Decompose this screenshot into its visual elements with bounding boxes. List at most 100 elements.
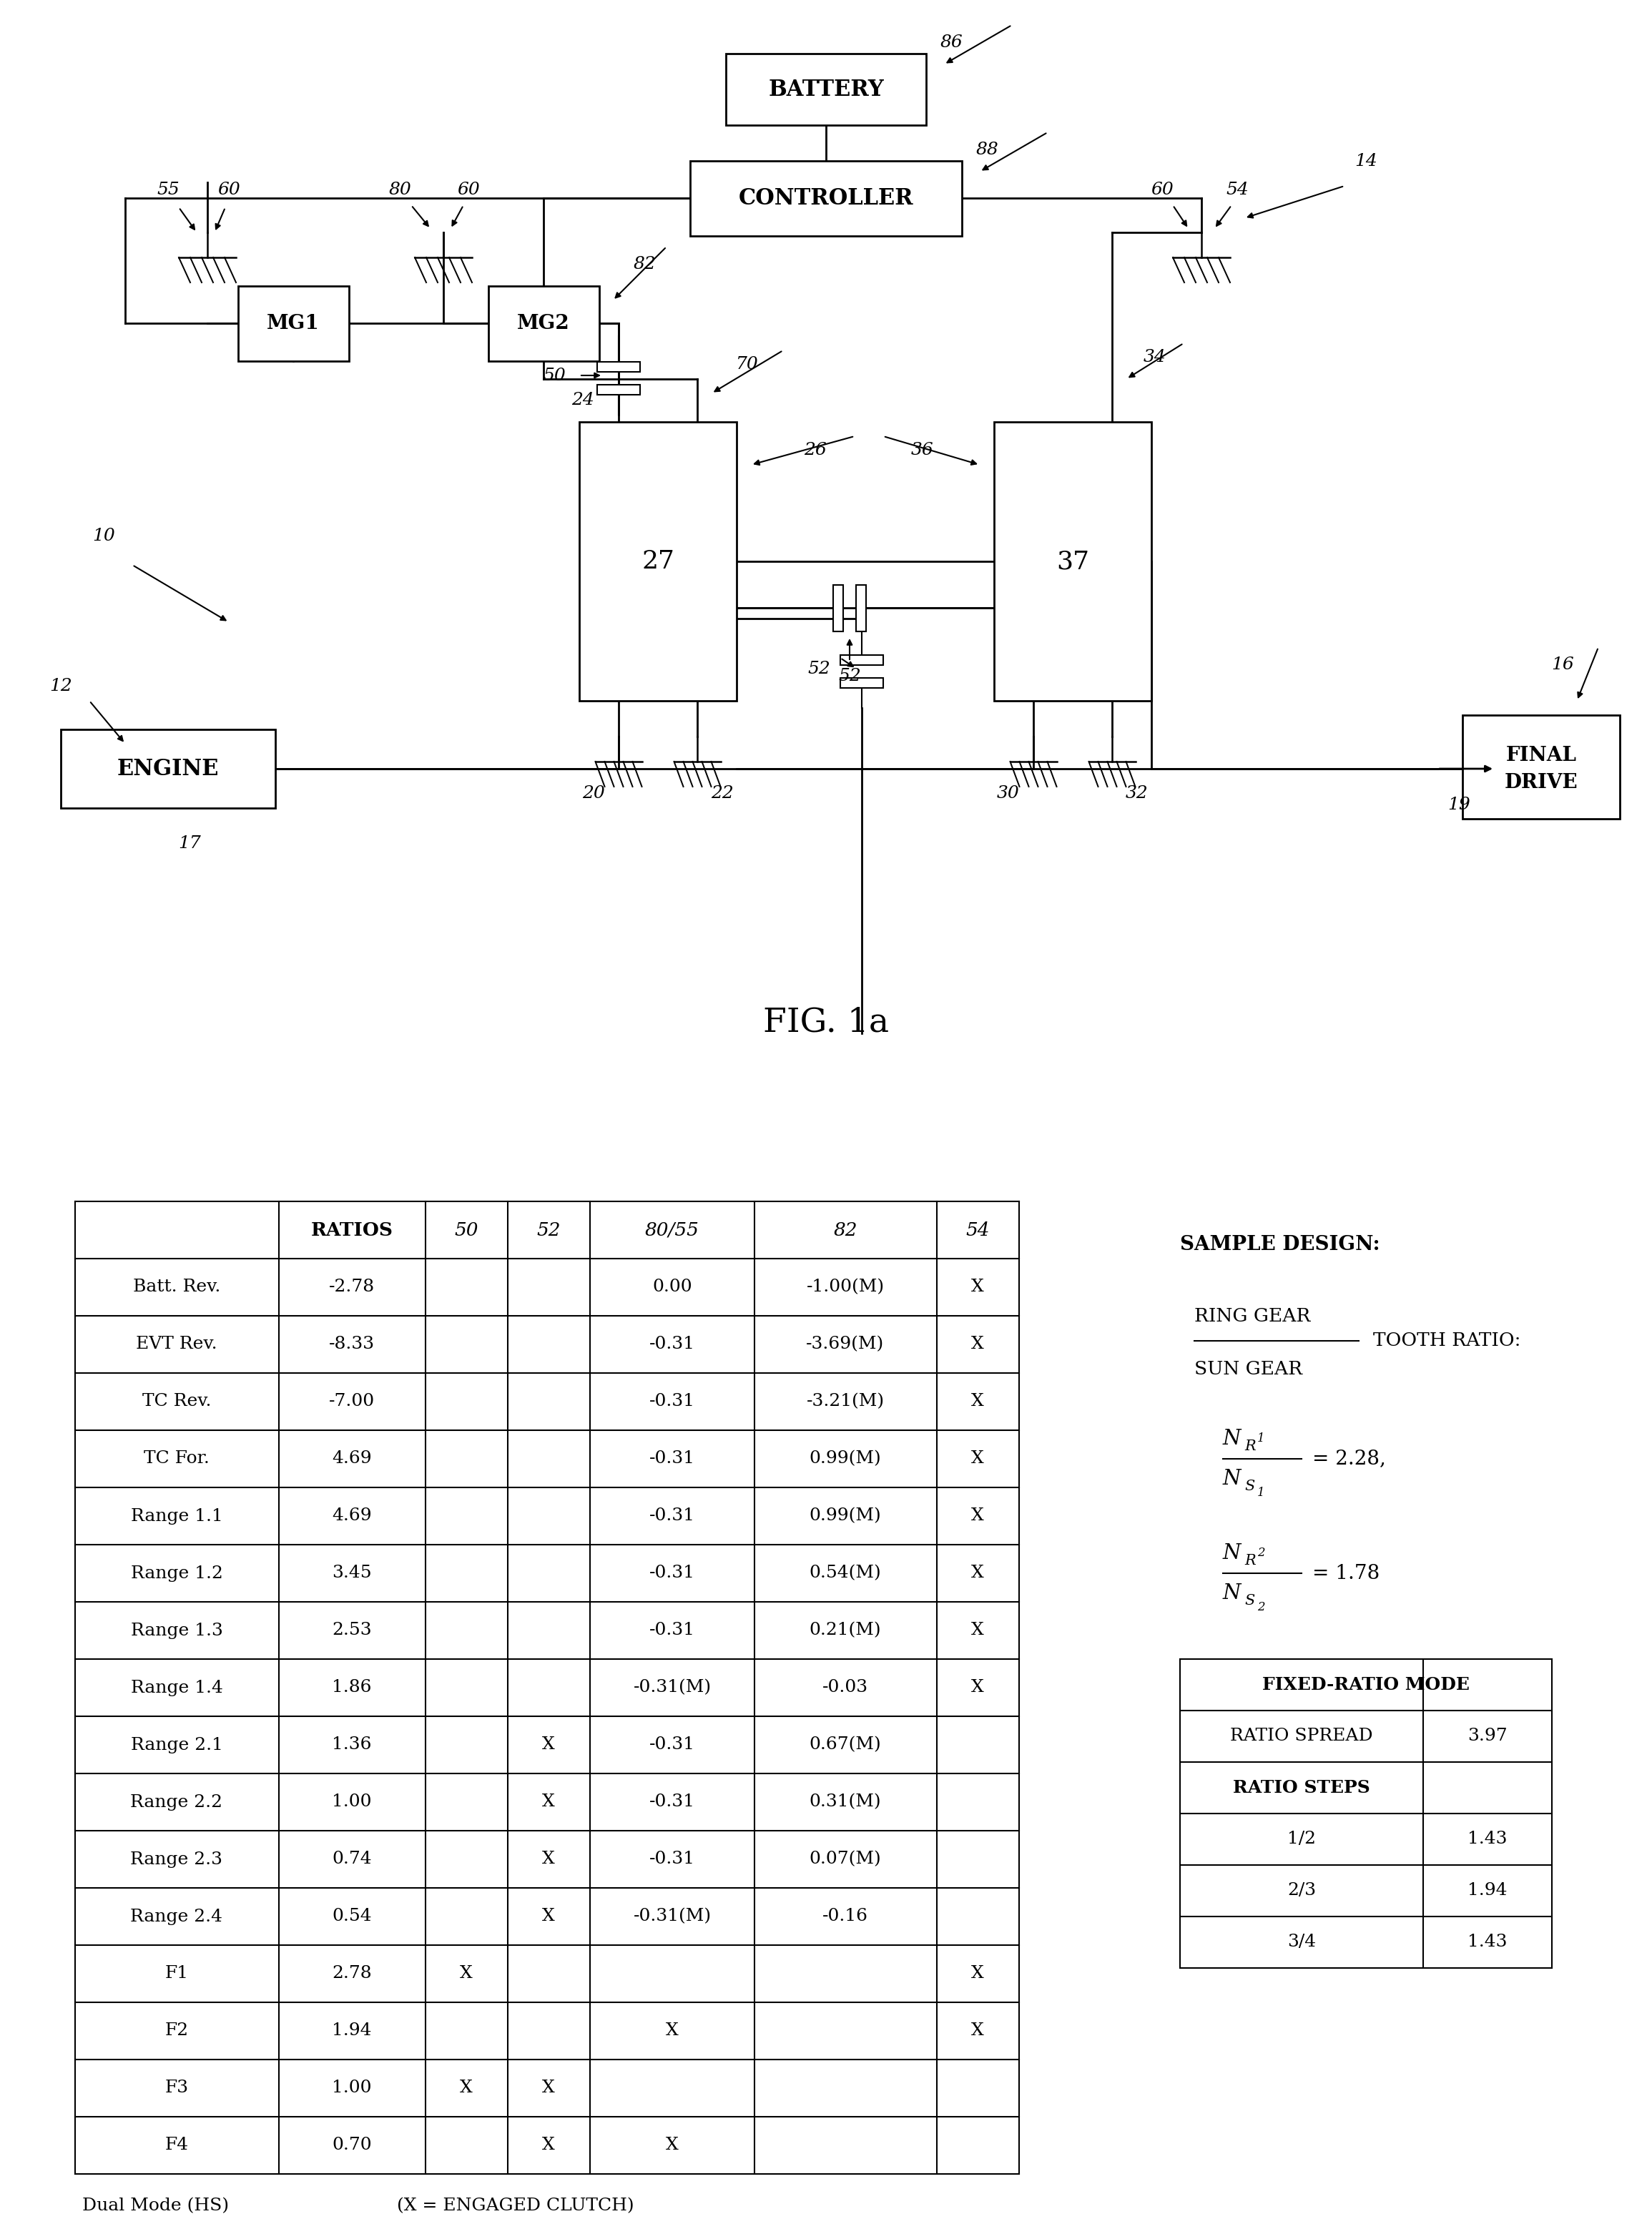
Text: RATIO STEPS: RATIO STEPS bbox=[1232, 1779, 1370, 1797]
Text: N: N bbox=[1222, 1428, 1241, 1448]
Text: TC For.: TC For. bbox=[144, 1450, 210, 1468]
Text: X: X bbox=[459, 1966, 472, 1982]
Text: 0.31(M): 0.31(M) bbox=[809, 1795, 881, 1810]
Text: 1.00: 1.00 bbox=[332, 1795, 372, 1810]
Text: -2.78: -2.78 bbox=[329, 1279, 375, 1294]
Text: X: X bbox=[971, 1679, 985, 1697]
Text: N: N bbox=[1222, 1583, 1241, 1604]
Text: X: X bbox=[971, 1566, 985, 1581]
Text: 36: 36 bbox=[912, 443, 933, 458]
Text: -1.00(M): -1.00(M) bbox=[806, 1279, 884, 1294]
Text: RING GEAR: RING GEAR bbox=[1194, 1308, 1310, 1326]
Text: F4: F4 bbox=[165, 2137, 188, 2153]
Text: = 1.78: = 1.78 bbox=[1312, 1563, 1379, 1583]
Text: F3: F3 bbox=[165, 2079, 188, 2097]
Text: -7.00: -7.00 bbox=[329, 1394, 375, 1410]
Text: X: X bbox=[666, 2137, 679, 2153]
Text: = 2.28,: = 2.28, bbox=[1312, 1450, 1386, 1468]
Text: -0.31: -0.31 bbox=[649, 1795, 695, 1810]
Text: R: R bbox=[1244, 1439, 1256, 1452]
Text: MG1: MG1 bbox=[268, 314, 319, 334]
Text: X: X bbox=[971, 1621, 985, 1639]
Bar bbox=[596, 363, 639, 371]
Text: 2: 2 bbox=[1257, 1548, 1265, 1559]
Text: 52: 52 bbox=[838, 667, 861, 685]
Text: TC Rev.: TC Rev. bbox=[142, 1394, 211, 1410]
Text: 2.53: 2.53 bbox=[332, 1621, 372, 1639]
Text: TOOTH RATIO:: TOOTH RATIO: bbox=[1373, 1332, 1521, 1350]
Text: 14: 14 bbox=[1355, 153, 1378, 169]
Text: 3.45: 3.45 bbox=[332, 1566, 372, 1581]
Text: 1: 1 bbox=[1257, 1488, 1265, 1499]
Text: X: X bbox=[542, 1795, 555, 1810]
Text: Range 2.1: Range 2.1 bbox=[131, 1737, 223, 1753]
Text: 2/3: 2/3 bbox=[1287, 1882, 1317, 1899]
Text: X: X bbox=[971, 1450, 985, 1468]
Text: 27: 27 bbox=[641, 549, 674, 574]
Text: FINAL: FINAL bbox=[1505, 747, 1576, 765]
Bar bbox=[841, 656, 884, 665]
Text: X: X bbox=[971, 1508, 985, 1523]
Text: (X = ENGAGED CLUTCH): (X = ENGAGED CLUTCH) bbox=[396, 2197, 634, 2215]
Text: 1.86: 1.86 bbox=[332, 1679, 372, 1697]
Text: -0.31: -0.31 bbox=[649, 1850, 695, 1868]
Text: N: N bbox=[1222, 1543, 1241, 1563]
Text: Range 1.3: Range 1.3 bbox=[131, 1621, 223, 1639]
Text: -0.31: -0.31 bbox=[649, 1508, 695, 1523]
Text: N: N bbox=[1222, 1468, 1241, 1488]
Text: 82: 82 bbox=[833, 1221, 857, 1239]
Text: Range 2.3: Range 2.3 bbox=[131, 1850, 223, 1868]
Text: 22: 22 bbox=[710, 785, 733, 803]
Text: 19: 19 bbox=[1447, 796, 1470, 812]
Bar bbox=[725, 53, 927, 125]
Text: DRIVE: DRIVE bbox=[1505, 772, 1578, 792]
Text: FIG. 1a: FIG. 1a bbox=[763, 1007, 889, 1039]
Text: RATIOS: RATIOS bbox=[311, 1221, 393, 1239]
Text: X: X bbox=[542, 1908, 555, 1924]
Text: 0.74: 0.74 bbox=[332, 1850, 372, 1868]
Text: 1/2: 1/2 bbox=[1287, 1830, 1317, 1848]
Text: X: X bbox=[459, 2079, 472, 2097]
Text: -0.31(M): -0.31(M) bbox=[633, 1679, 712, 1697]
Text: 86: 86 bbox=[940, 36, 963, 51]
Text: FIXED-RATIO MODE: FIXED-RATIO MODE bbox=[1262, 1677, 1470, 1692]
Text: 50: 50 bbox=[544, 367, 565, 385]
Text: X: X bbox=[542, 2137, 555, 2153]
Text: -0.31: -0.31 bbox=[649, 1394, 695, 1410]
Text: CONTROLLER: CONTROLLER bbox=[738, 187, 914, 209]
Text: 60: 60 bbox=[218, 182, 240, 198]
Text: 88: 88 bbox=[976, 142, 999, 158]
Bar bbox=[691, 160, 961, 236]
Text: 80/55: 80/55 bbox=[646, 1221, 699, 1239]
Text: X: X bbox=[971, 1966, 985, 1982]
Text: 1.36: 1.36 bbox=[332, 1737, 372, 1753]
Text: 2.78: 2.78 bbox=[332, 1966, 372, 1982]
Text: 60: 60 bbox=[458, 182, 479, 198]
Text: X: X bbox=[971, 1279, 985, 1294]
Text: 1.94: 1.94 bbox=[332, 2022, 372, 2039]
Text: 55: 55 bbox=[157, 182, 180, 198]
Text: Range 1.2: Range 1.2 bbox=[131, 1566, 223, 1581]
Text: -3.21(M): -3.21(M) bbox=[806, 1394, 884, 1410]
Text: Range 2.4: Range 2.4 bbox=[131, 1908, 223, 1924]
Text: S: S bbox=[1244, 1595, 1254, 1608]
Text: 0.99(M): 0.99(M) bbox=[809, 1508, 881, 1523]
Bar bbox=[489, 287, 600, 360]
Text: 16: 16 bbox=[1551, 656, 1574, 674]
Text: -0.31(M): -0.31(M) bbox=[633, 1908, 712, 1924]
Text: X: X bbox=[542, 1737, 555, 1753]
Text: 12: 12 bbox=[50, 678, 73, 694]
Text: 1: 1 bbox=[1257, 1432, 1265, 1446]
Text: 60: 60 bbox=[1151, 182, 1173, 198]
Text: 32: 32 bbox=[1125, 785, 1148, 803]
Text: -0.31: -0.31 bbox=[649, 1566, 695, 1581]
Text: 2: 2 bbox=[1257, 1601, 1265, 1615]
Text: 54: 54 bbox=[1226, 182, 1249, 198]
Text: SUN GEAR: SUN GEAR bbox=[1194, 1361, 1302, 1379]
Bar bbox=[1462, 716, 1621, 818]
Text: -0.03: -0.03 bbox=[823, 1679, 869, 1697]
Bar bbox=[856, 585, 866, 632]
Text: 3/4: 3/4 bbox=[1287, 1935, 1317, 1950]
Bar bbox=[580, 423, 737, 701]
Text: ENGINE: ENGINE bbox=[117, 758, 220, 781]
